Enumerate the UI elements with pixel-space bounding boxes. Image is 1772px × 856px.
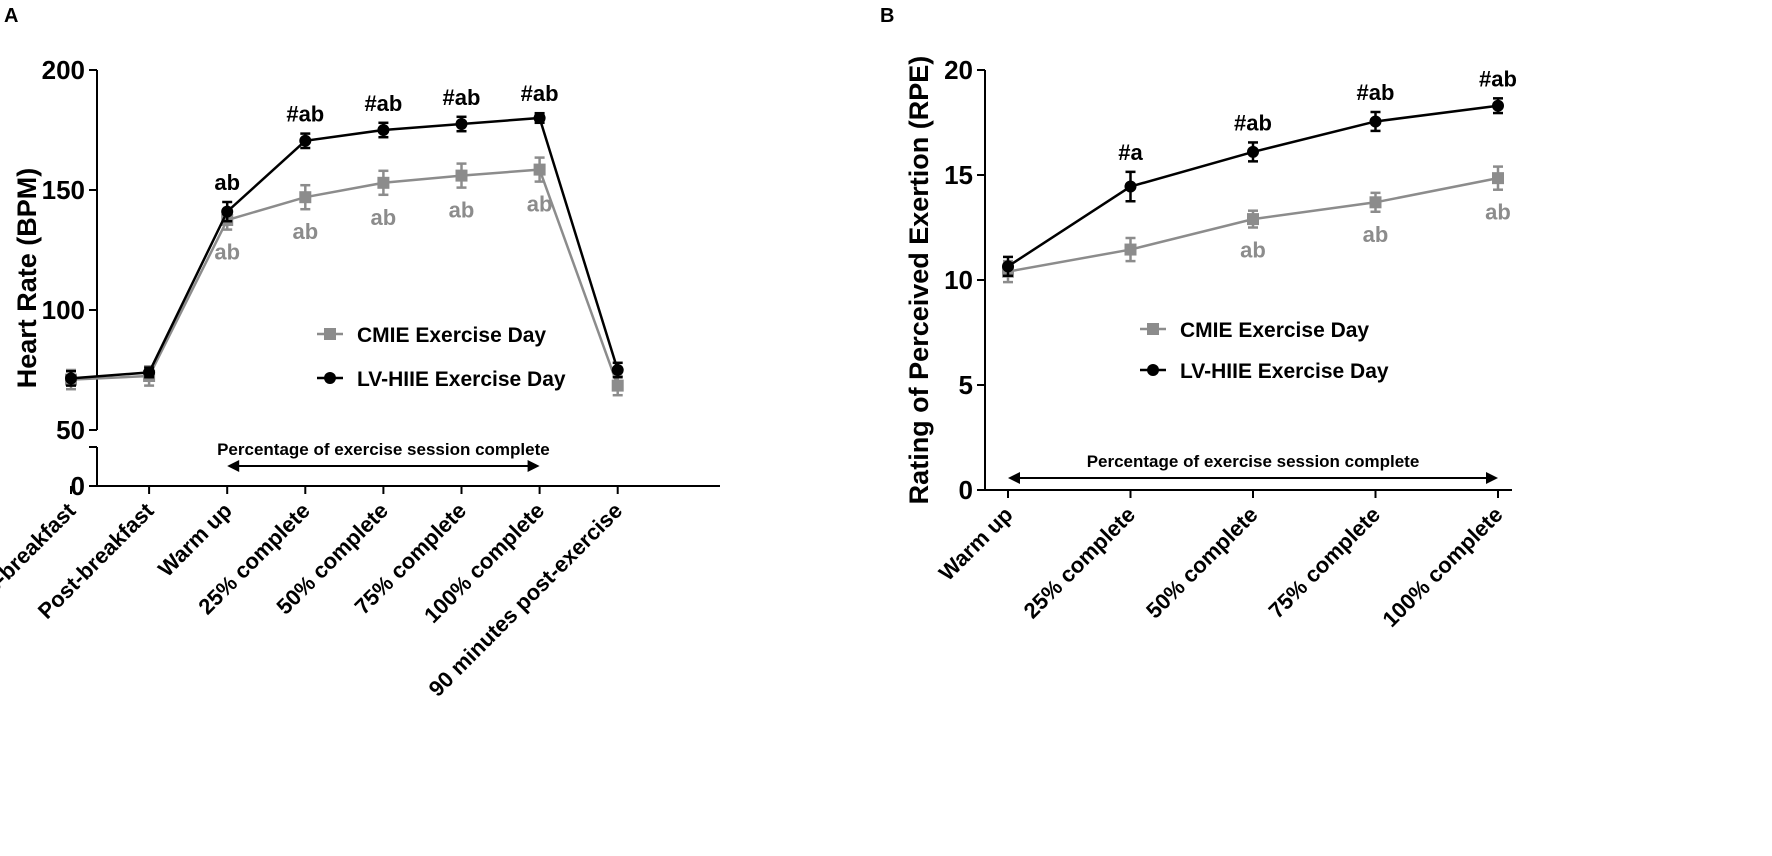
y-tick-label: 10	[944, 265, 973, 295]
data-point-circle	[65, 372, 77, 385]
data-point-circle	[1124, 180, 1137, 193]
x-tick-label: 25% complete	[1019, 502, 1140, 623]
significance-annotation: ab	[449, 198, 475, 223]
legend-label: CMIE Exercise Day	[1180, 319, 1369, 342]
x-tick-label: 50% complete	[1141, 502, 1262, 623]
data-point-circle	[299, 134, 312, 147]
significance-annotation: #ab	[521, 81, 559, 106]
arrow-left-icon	[227, 460, 240, 472]
legend-marker-circle	[324, 372, 336, 384]
data-point-square	[1247, 213, 1259, 226]
series-line-cmie	[70, 168, 619, 387]
data-point-circle	[611, 364, 624, 376]
significance-annotation: #ab	[1357, 80, 1395, 105]
significance-annotation: ab	[292, 219, 318, 244]
data-point-square	[455, 169, 468, 182]
data-point-circle	[455, 118, 468, 130]
significance-annotation: ab	[1240, 238, 1266, 263]
arrow-left-icon	[1008, 472, 1020, 484]
y-tick-label: 0	[71, 471, 85, 501]
data-point-square	[1369, 196, 1382, 209]
significance-annotation: ab	[214, 240, 240, 265]
panel-a-chart: 050100150200Pre-breakfastPost-breakfastW…	[0, 55, 720, 701]
panel-b-chart: 0 5 10 15 20 Warm up 25% complete 50% complete 7…	[904, 55, 1517, 632]
legend-label: CMIE Exercise Day	[357, 324, 546, 347]
data-point-square	[299, 191, 312, 204]
data-point-square	[377, 176, 390, 189]
significance-annotation: #ab	[364, 91, 402, 116]
y-tick-label: 15	[944, 160, 973, 190]
bracket-label: Percentage of exercise session complete	[217, 440, 550, 459]
data-point-circle	[143, 366, 156, 379]
x-tick-label: 75% complete	[1264, 502, 1385, 623]
data-point-circle	[1492, 99, 1504, 112]
significance-annotation: #ab	[443, 85, 481, 110]
y-axis-title: Rating of Perceived Exertion (RPE)	[904, 56, 934, 505]
significance-annotation: ab	[527, 192, 553, 217]
y-tick-label: 200	[42, 55, 85, 85]
series-line-lv-hiie	[70, 116, 619, 380]
data-point-circle	[1369, 115, 1382, 128]
x-tick-label: 100% complete	[1377, 502, 1507, 632]
legend-marker-square	[324, 328, 336, 340]
y-tick-label: 100	[42, 295, 85, 325]
arrow-right-icon	[1486, 472, 1498, 484]
data-point-square	[533, 163, 546, 176]
data-point-square	[1492, 172, 1504, 185]
data-point-circle	[1002, 260, 1014, 273]
arrow-right-icon	[527, 460, 540, 472]
y-axis-title: Heart Rate (BPM)	[12, 168, 42, 389]
significance-annotation: ab	[214, 170, 240, 195]
x-tick-label: Warm up	[934, 502, 1018, 586]
y-tick-label: 20	[944, 55, 973, 85]
data-point-circle	[221, 205, 234, 218]
data-point-circle	[1247, 145, 1259, 158]
bracket-label: Percentage of exercise session complete	[1087, 452, 1420, 471]
x-tick-label: Warm up	[153, 498, 237, 582]
legend-label: LV-HIIE Exercise Day	[357, 368, 566, 391]
data-point-circle	[533, 112, 546, 124]
significance-annotation: ab	[1363, 222, 1389, 247]
significance-annotation: ab	[371, 205, 397, 230]
significance-annotation: #ab	[1234, 110, 1272, 135]
y-tick-label: 150	[42, 175, 85, 205]
panel-label-b: B	[880, 5, 894, 27]
panel-label-a: A	[4, 5, 18, 27]
legend-marker-square	[1147, 323, 1159, 335]
y-tick-label: 5	[959, 370, 973, 400]
y-tick-label: 0	[959, 475, 973, 505]
legend-marker-circle	[1147, 364, 1159, 376]
data-point-square	[611, 379, 624, 392]
significance-annotation: #ab	[1479, 66, 1517, 91]
data-point-square	[1124, 243, 1137, 256]
significance-annotation: ab	[1485, 200, 1511, 225]
legend-label: LV-HIIE Exercise Day	[1180, 360, 1389, 383]
data-point-circle	[377, 124, 390, 136]
y-tick-label: 50	[56, 415, 85, 445]
significance-annotation: #ab	[286, 102, 324, 127]
significance-annotation: #a	[1118, 140, 1143, 165]
